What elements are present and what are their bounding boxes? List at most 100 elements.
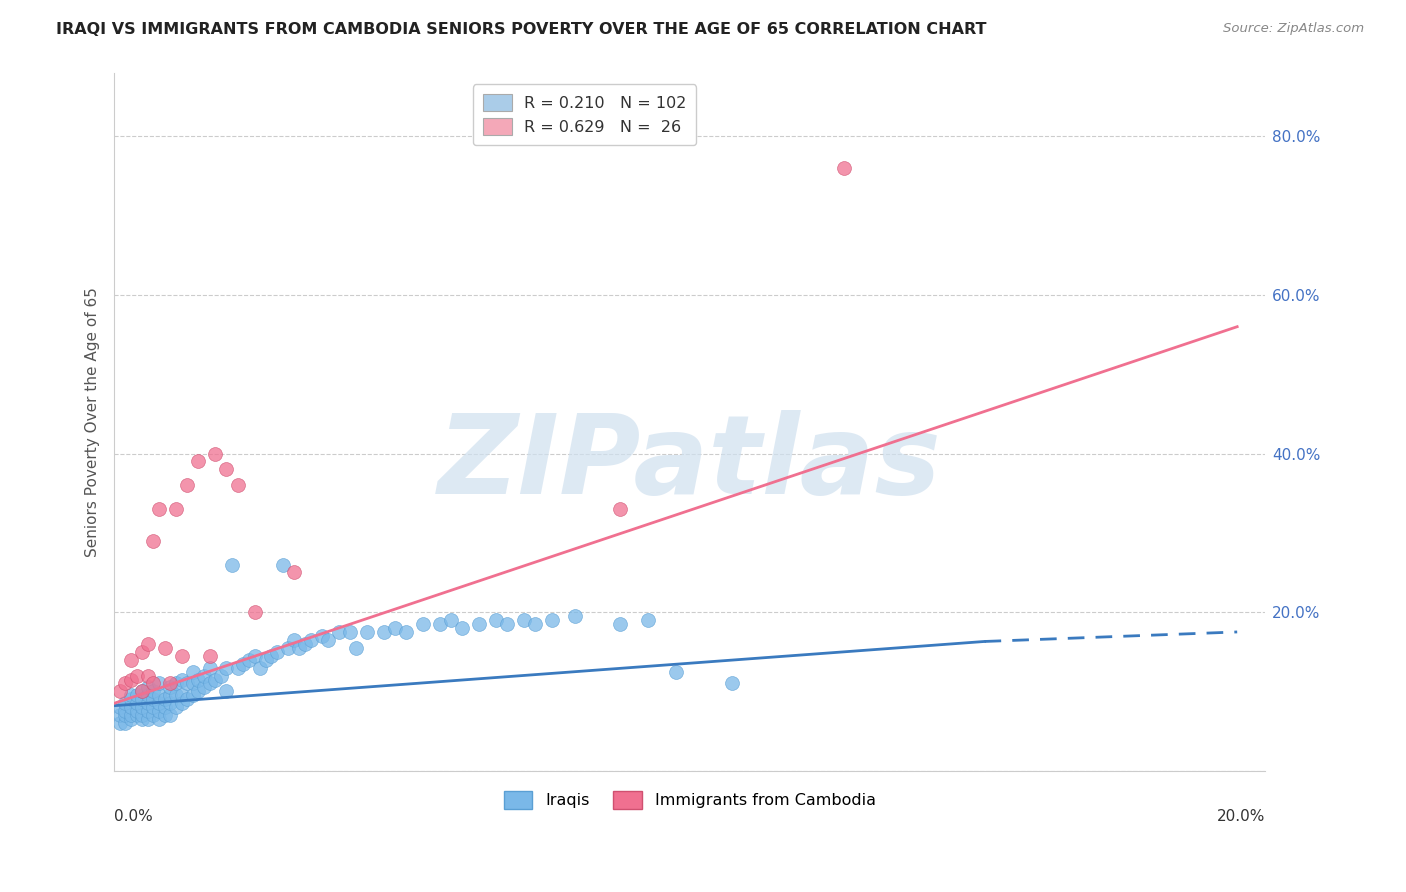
Point [609, 502, 631, 516]
Point [148, 502, 170, 516]
Point [215, 660, 238, 674]
Point [170, 673, 193, 687]
Point [125, 668, 148, 682]
Point [170, 648, 193, 663]
Point [125, 704, 148, 718]
Point [198, 676, 221, 690]
Point [294, 637, 316, 651]
Point [120, 653, 142, 667]
Text: Source: ZipAtlas.com: Source: ZipAtlas.com [1223, 22, 1364, 36]
Point [344, 640, 367, 655]
Point [114, 708, 136, 723]
Point [193, 668, 215, 682]
Point [299, 632, 322, 647]
Point [136, 668, 159, 682]
Point [131, 700, 153, 714]
Point [249, 660, 271, 674]
Point [316, 632, 339, 647]
Point [238, 653, 260, 667]
Point [131, 684, 153, 698]
Point [131, 645, 153, 659]
Point [339, 624, 361, 639]
Point [170, 689, 193, 703]
Point [159, 689, 181, 703]
Point [153, 640, 176, 655]
Point [120, 689, 142, 703]
Point [283, 566, 305, 580]
Point [148, 696, 170, 710]
Point [524, 617, 547, 632]
Point [311, 629, 333, 643]
Point [254, 653, 277, 667]
Point [384, 621, 406, 635]
Point [451, 621, 474, 635]
Point [159, 681, 181, 695]
Text: ZIPatlas: ZIPatlas [437, 410, 942, 517]
Point [131, 692, 153, 706]
Point [125, 696, 148, 710]
Point [637, 613, 659, 627]
Point [204, 673, 226, 687]
Text: IRAQI VS IMMIGRANTS FROM CAMBODIA SENIORS POVERTY OVER THE AGE OF 65 CORRELATION: IRAQI VS IMMIGRANTS FROM CAMBODIA SENIOR… [56, 22, 987, 37]
Point [142, 692, 165, 706]
Point [356, 624, 378, 639]
Point [440, 613, 463, 627]
Point [277, 640, 299, 655]
Point [148, 689, 170, 703]
Point [142, 708, 165, 723]
Point [120, 692, 142, 706]
Point [181, 665, 204, 679]
Point [468, 617, 491, 632]
Point [142, 533, 165, 548]
Text: 20.0%: 20.0% [1216, 809, 1265, 824]
Point [187, 673, 209, 687]
Legend: Iraqis, Immigrants from Cambodia: Iraqis, Immigrants from Cambodia [498, 785, 883, 815]
Point [142, 700, 165, 714]
Point [541, 613, 564, 627]
Point [204, 446, 226, 460]
Point [226, 478, 249, 492]
Point [429, 617, 451, 632]
Point [193, 681, 215, 695]
Point [176, 478, 198, 492]
Point [328, 624, 350, 639]
Point [131, 712, 153, 726]
Point [271, 558, 294, 572]
Point [125, 689, 148, 703]
Point [114, 704, 136, 718]
Point [120, 708, 142, 723]
Point [136, 681, 159, 695]
Point [131, 684, 153, 698]
Text: 0.0%: 0.0% [114, 809, 153, 824]
Point [165, 700, 187, 714]
Point [165, 689, 187, 703]
Point [288, 640, 311, 655]
Point [187, 684, 209, 698]
Point [170, 696, 193, 710]
Point [198, 648, 221, 663]
Point [125, 708, 148, 723]
Point [395, 624, 418, 639]
Point [108, 700, 131, 714]
Point [148, 676, 170, 690]
Point [114, 716, 136, 731]
Point [243, 648, 266, 663]
Point [181, 689, 204, 703]
Point [136, 637, 159, 651]
Point [209, 668, 232, 682]
Point [176, 676, 198, 690]
Point [283, 632, 305, 647]
Point [159, 676, 181, 690]
Point [120, 712, 142, 726]
Point [721, 676, 744, 690]
Point [142, 676, 165, 690]
Point [114, 676, 136, 690]
Point [198, 660, 221, 674]
Point [136, 689, 159, 703]
Point [215, 684, 238, 698]
Point [609, 617, 631, 632]
Point [108, 716, 131, 731]
Point [159, 696, 181, 710]
Point [260, 648, 283, 663]
Point [108, 708, 131, 723]
